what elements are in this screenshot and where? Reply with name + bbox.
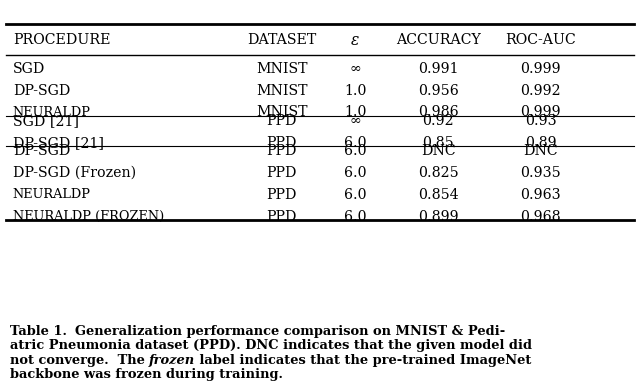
Text: 0.85: 0.85: [422, 136, 454, 150]
Text: 0.899: 0.899: [418, 210, 459, 224]
Text: backbone was frozen during training.: backbone was frozen during training.: [10, 368, 282, 381]
Text: PPD: PPD: [266, 210, 297, 224]
Text: PPD: PPD: [266, 136, 297, 150]
Text: 6.0: 6.0: [344, 136, 367, 150]
Text: 0.963: 0.963: [520, 188, 561, 202]
Text: 1.0: 1.0: [344, 83, 367, 98]
Text: 0.986: 0.986: [418, 105, 459, 119]
Text: NEURALDP: NEURALDP: [13, 188, 91, 201]
Text: Table 1.: Table 1.: [10, 325, 67, 338]
Text: 0.825: 0.825: [418, 166, 459, 180]
Text: NEURALDP (FROZEN): NEURALDP (FROZEN): [13, 210, 164, 223]
Text: MNIST: MNIST: [256, 83, 307, 98]
Text: DP-SGD: DP-SGD: [13, 83, 70, 98]
Text: 0.89: 0.89: [525, 136, 557, 150]
Text: MNIST: MNIST: [256, 62, 307, 76]
Text: 0.935: 0.935: [520, 166, 561, 180]
Text: PROCEDURE: PROCEDURE: [13, 33, 110, 47]
Text: SGD [21]: SGD [21]: [13, 114, 79, 128]
Text: PPD: PPD: [266, 144, 297, 158]
Text: 0.92: 0.92: [422, 114, 454, 128]
Text: DNC: DNC: [421, 144, 456, 158]
Text: NEURALDP: NEURALDP: [13, 106, 91, 119]
Text: frozen: frozen: [149, 354, 195, 367]
Text: ∞: ∞: [349, 62, 361, 76]
Text: 0.956: 0.956: [418, 83, 459, 98]
Text: 6.0: 6.0: [344, 166, 367, 180]
Text: PPD: PPD: [266, 166, 297, 180]
Text: 6.0: 6.0: [344, 210, 367, 224]
Text: DP-SGD: DP-SGD: [13, 144, 70, 158]
Text: SGD: SGD: [13, 62, 45, 76]
Text: MNIST: MNIST: [256, 105, 307, 119]
Text: 6.0: 6.0: [344, 188, 367, 202]
Text: 0.999: 0.999: [520, 105, 561, 119]
Text: Generalization performance comparison on MNIST & Pedi-: Generalization performance comparison on…: [67, 325, 506, 338]
Text: ε: ε: [351, 32, 360, 49]
Text: 0.854: 0.854: [418, 188, 459, 202]
Text: DP-SGD (Frozen): DP-SGD (Frozen): [13, 166, 136, 180]
Text: DATASET: DATASET: [247, 33, 316, 47]
Text: atric Pneumonia dataset (PPD). DNC indicates that the given model did: atric Pneumonia dataset (PPD). DNC indic…: [10, 339, 532, 352]
Text: DP-SGD [21]: DP-SGD [21]: [13, 136, 104, 150]
Text: not converge.  The: not converge. The: [10, 354, 149, 367]
Text: ∞: ∞: [349, 114, 361, 128]
Text: ACCURACY: ACCURACY: [396, 33, 481, 47]
Text: label indicates that the pre-trained ImageNet: label indicates that the pre-trained Ima…: [195, 354, 532, 367]
Text: ROC-AUC: ROC-AUC: [506, 33, 576, 47]
Text: DNC: DNC: [524, 144, 558, 158]
Text: 0.999: 0.999: [520, 62, 561, 76]
Text: 0.93: 0.93: [525, 114, 557, 128]
Text: 0.968: 0.968: [520, 210, 561, 224]
Text: 6.0: 6.0: [344, 144, 367, 158]
Text: 0.992: 0.992: [520, 83, 561, 98]
Text: 1.0: 1.0: [344, 105, 367, 119]
Text: PPD: PPD: [266, 188, 297, 202]
Text: 0.991: 0.991: [418, 62, 459, 76]
Text: PPD: PPD: [266, 114, 297, 128]
